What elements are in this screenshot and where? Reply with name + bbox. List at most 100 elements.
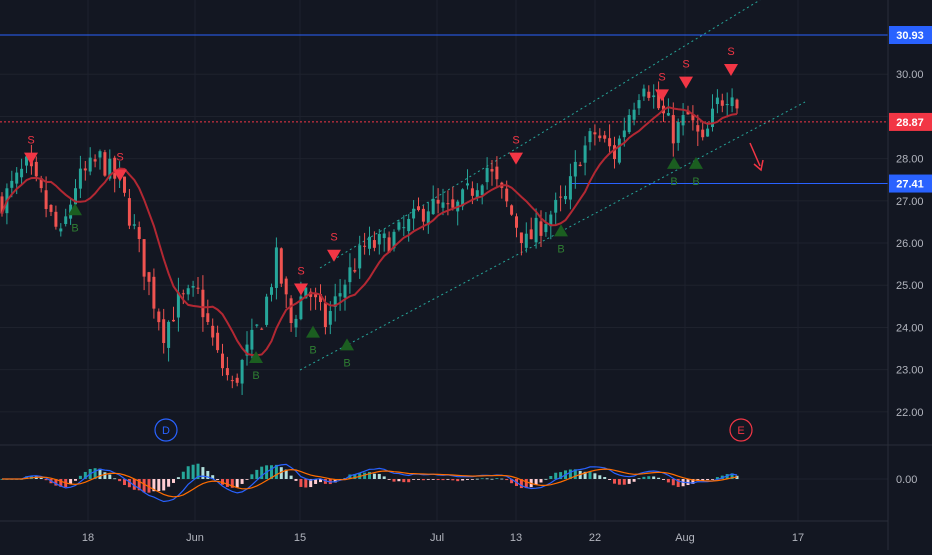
histogram-bar [500,478,504,480]
candle-body [304,287,308,299]
candle-body [353,270,357,272]
histogram-bar [461,479,465,481]
horizontal-levels [0,34,888,185]
histogram-bar [83,471,87,479]
histogram-bar [142,479,146,493]
candle-body [274,247,278,288]
candle-body [127,198,131,226]
candle-body [78,168,82,189]
candle-body [147,272,151,282]
histogram-bar [167,479,171,487]
candle-body [691,114,695,121]
candle-body [201,289,205,318]
histogram-bar [495,478,499,479]
histogram-bar [475,478,479,480]
histogram-bar [671,479,675,486]
candle-body [294,318,298,328]
time-tick-label: Jun [186,532,204,544]
moving-average-line [1,106,738,357]
histogram-bar [446,479,450,480]
candle-body [490,169,494,172]
candle-body [466,183,469,186]
histogram-bar [206,470,210,479]
candle-body [39,178,43,189]
candle-body [539,221,543,236]
histogram-bar [657,477,661,479]
histogram-bar [382,476,386,479]
candle-body [627,115,631,133]
candle-body [225,368,229,376]
candle-body [544,224,548,233]
oscillator-tick-label: 0.00 [896,474,917,486]
histogram-bar [211,475,215,479]
candle-body [671,115,675,144]
price-tick-label: 23.00 [896,365,924,377]
histogram-bar [368,471,371,479]
candle-body [578,164,582,167]
candle-body [167,321,171,348]
candle-body [421,208,425,222]
buy-signal-arrow [667,156,681,169]
candle-body [715,97,719,105]
event-marker-circle [154,418,178,442]
histogram-bar [642,476,646,479]
histogram-bar [627,479,631,484]
price-tick-label: 22.00 [896,407,924,419]
candle-body [407,218,411,232]
price-tick-label: 25.00 [896,280,924,292]
buy-signal-label: B [557,243,564,255]
time-tick-label: 13 [510,532,522,544]
channel-upper-line [319,0,761,269]
candle-body [696,125,700,132]
sell-signal-label: S [512,135,519,147]
candle-body [666,113,670,116]
histogram-bar [588,471,592,479]
histogram-bar [235,479,239,488]
candle-body [142,239,146,277]
histogram-bar [152,479,156,492]
macd-line [2,463,738,503]
histogram-bar [534,479,538,485]
candle-body [524,233,528,248]
price-tick-label: 24.00 [896,322,924,334]
histogram-bar [69,479,73,485]
histogram-bar [108,474,112,479]
sell-signal-arrow [655,89,669,102]
histogram-bar [412,479,416,480]
candle-body [172,319,175,322]
candle-body [34,161,38,177]
candle-body [387,237,391,253]
histogram-bar [98,468,102,479]
histogram-bar [157,479,161,492]
candle-body [686,110,690,115]
histogram-bar [225,479,229,487]
candle-body [64,216,68,224]
candle-body [319,294,322,303]
candle-body [402,227,406,229]
candle-body [108,158,112,179]
histogram-bar [372,473,376,479]
histogram-bar [568,469,572,479]
histogram-bar [559,472,563,479]
histogram-bar [314,479,318,484]
candle-body [93,159,97,162]
histogram-bar [274,464,278,479]
histogram-bar [480,478,484,480]
candle-body [88,157,92,172]
histogram-bar [417,479,420,480]
price-label-text: 30.93 [896,30,924,42]
candle-body [240,359,244,384]
candle-body [529,229,533,240]
histogram-bar [436,479,440,481]
histogram-bar [299,479,303,487]
histogram-bar [652,476,656,479]
projection-arrow-shaft [749,142,761,167]
histogram-bar [431,479,435,480]
sell-signal-arrow [679,76,693,89]
sell-signal-label: S [27,135,34,147]
histogram-bar [319,479,322,483]
histogram-bar [470,479,474,480]
histogram-bar [613,479,616,484]
